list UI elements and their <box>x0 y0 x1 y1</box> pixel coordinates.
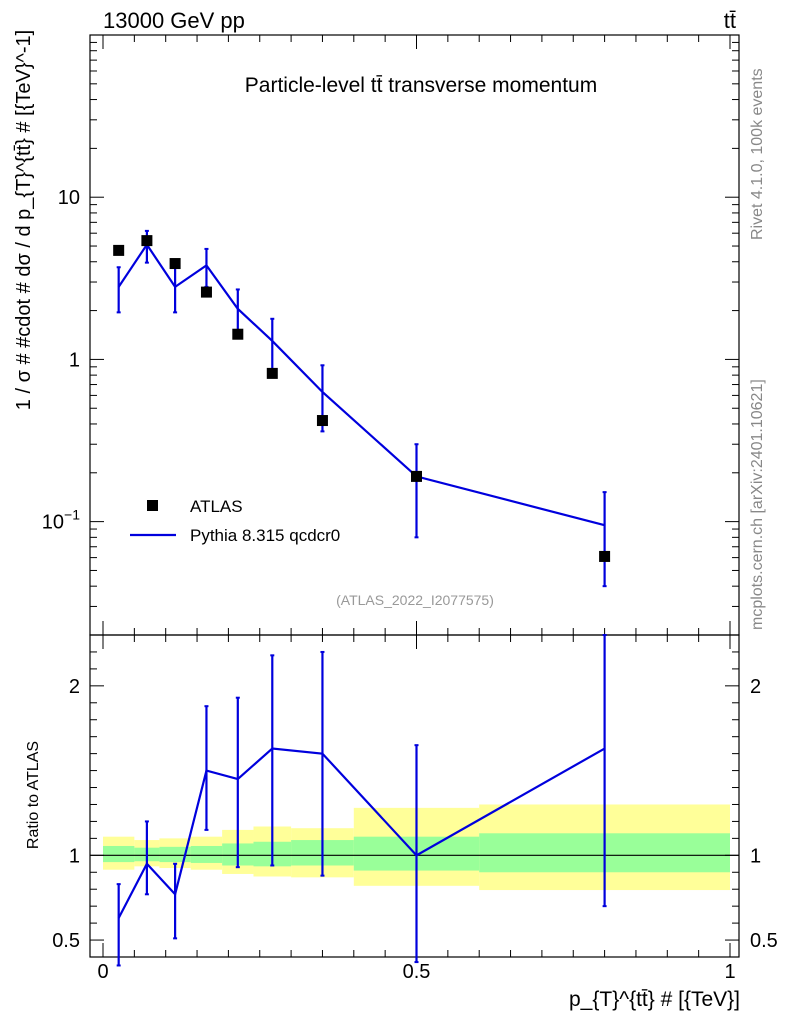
ratio-y-tick-label-left: 2 <box>69 676 80 698</box>
ratio-series-layer <box>116 634 607 967</box>
legend-pythia-label: Pythia 8.315 qcdcr0 <box>190 526 340 545</box>
atlas-data-point <box>599 550 611 562</box>
pythia-line <box>117 242 605 527</box>
atlas-data-point <box>200 286 212 298</box>
inner-band-bin <box>103 845 135 863</box>
main-axis-ticks: 10−1 1 10 <box>42 35 739 636</box>
ratio-y-tick-label-right: 2 <box>750 676 761 698</box>
x-tick-label: 1 <box>724 961 735 983</box>
x-tick-label: 0 <box>97 961 108 983</box>
main-y-axis-label: 1 / σ # #cdot # dσ / d p_{T}^{tt̄} # [{T… <box>13 30 35 410</box>
atlas-data-point <box>232 328 244 340</box>
ratio-y-tick-label-right: 0.5 <box>750 930 778 952</box>
legend: ATLAS Pythia 8.315 qcdcr0 <box>130 497 340 545</box>
mcplots-reference-label: mcplots.cern.ch [arXiv:2401.10621] <box>749 379 766 630</box>
atlas-data-point <box>316 415 328 427</box>
atlas-data-point <box>169 258 181 270</box>
ratio-y-tick-label-right: 1 <box>750 845 761 867</box>
atlas-data-point <box>141 235 153 247</box>
x-axis-label: p_{T}^{tt̄} # [{TeV}] <box>569 988 740 1011</box>
main-y-tick-label: 10 <box>58 187 80 209</box>
inner-band-bin <box>159 846 191 863</box>
analysis-watermark: (ATLAS_2022_I2077575) <box>336 592 494 608</box>
header-energy-label: 13000 GeV pp <box>103 8 245 33</box>
ratio-plot-frame <box>89 634 740 958</box>
main-plot-frame <box>89 34 740 636</box>
rivet-version-label: Rivet 4.1.0, 100k events <box>749 68 766 240</box>
legend-atlas-label: ATLAS <box>190 497 243 516</box>
main-y-tick-label: 1 <box>69 349 80 371</box>
x-tick-label: 0.5 <box>403 961 431 983</box>
ratio-axis-ticks: 0.5 0.5 1 1 2 2 0 0.5 1 <box>52 634 778 983</box>
atlas-data-point <box>411 470 422 482</box>
ratio-y-axis-label: Ratio to ATLAS <box>25 741 42 849</box>
main-plot-title: Particle-level tt̄ transverse momentum <box>245 74 597 97</box>
main-y-tick-label: 10−1 <box>42 507 80 534</box>
header-process-label: tt̄ <box>724 8 736 33</box>
ratio-y-tick-label-left: 0.5 <box>52 930 80 952</box>
inner-band-bin <box>190 845 223 863</box>
atlas-data-point <box>266 367 278 379</box>
ratio-y-tick-label-left: 1 <box>69 845 80 867</box>
main-series-layer <box>113 229 611 588</box>
atlas-data-point <box>113 244 125 256</box>
legend-atlas-marker <box>147 500 158 511</box>
